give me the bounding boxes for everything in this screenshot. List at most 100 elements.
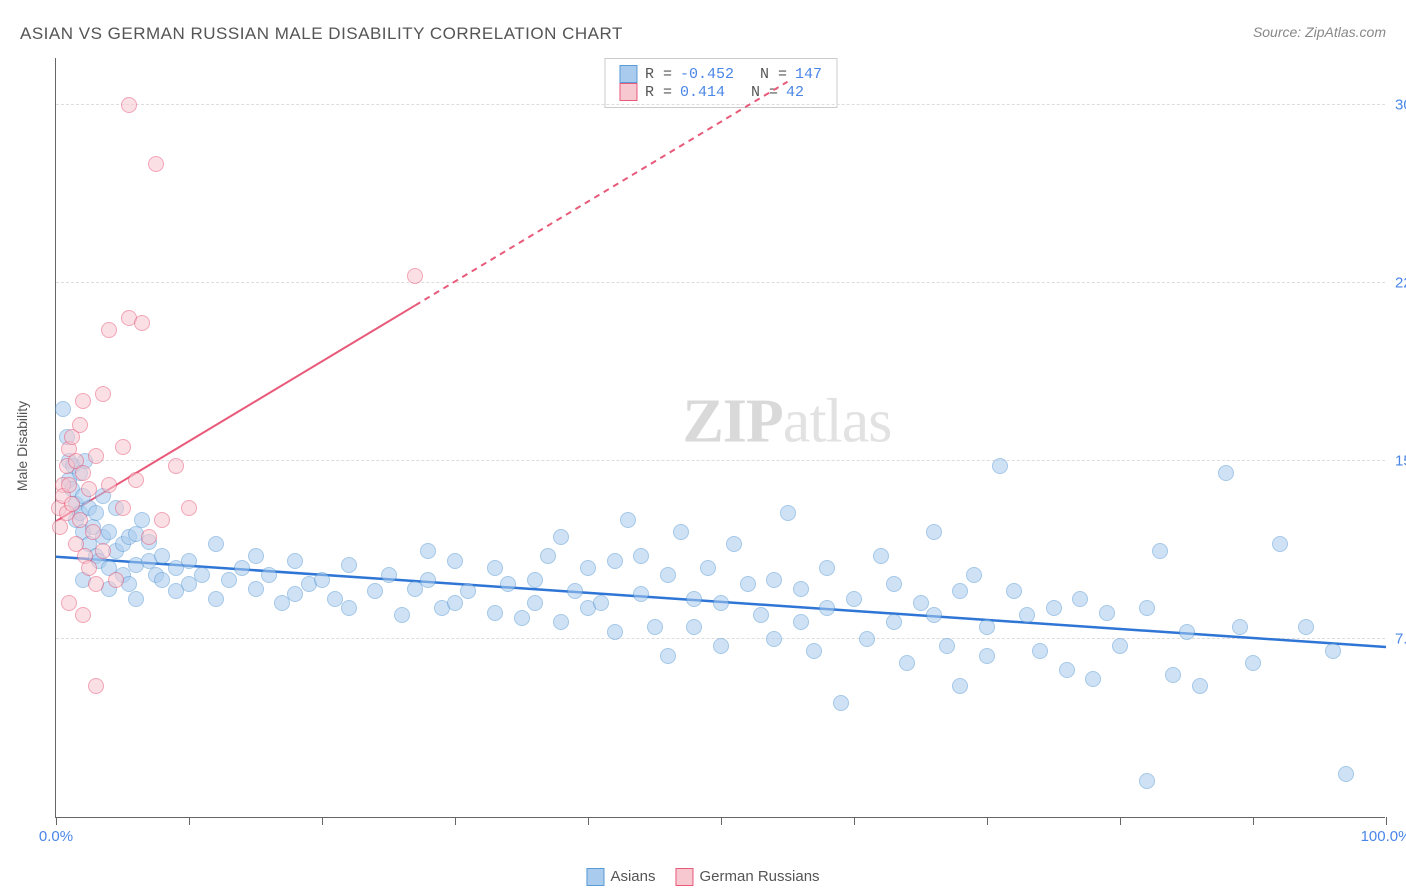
data-point <box>952 583 968 599</box>
data-point <box>108 572 124 588</box>
data-point <box>81 481 97 497</box>
data-point <box>1139 773 1155 789</box>
data-point <box>1099 605 1115 621</box>
stats-row: R = 0.414 N = 42 <box>619 83 822 101</box>
data-point <box>553 529 569 545</box>
data-point <box>620 512 636 528</box>
x-tick <box>189 817 190 825</box>
data-point <box>381 567 397 583</box>
data-point <box>567 583 583 599</box>
data-point <box>926 524 942 540</box>
data-point <box>886 614 902 630</box>
data-point <box>55 401 71 417</box>
data-point <box>154 572 170 588</box>
data-point <box>899 655 915 671</box>
data-point <box>115 500 131 516</box>
y-tick-label: 22.5% <box>1395 274 1406 291</box>
data-point <box>234 560 250 576</box>
data-point <box>208 536 224 552</box>
x-tick <box>721 817 722 825</box>
data-point <box>514 610 530 626</box>
bottom-legend: Asians German Russians <box>586 868 819 886</box>
data-point <box>633 548 649 564</box>
data-point <box>194 567 210 583</box>
data-point <box>713 595 729 611</box>
data-point <box>460 583 476 599</box>
stats-r-value: -0.452 <box>680 66 734 83</box>
data-point <box>806 643 822 659</box>
data-point <box>61 477 77 493</box>
data-point <box>341 557 357 573</box>
data-point <box>314 572 330 588</box>
stats-row: R = -0.452 N = 147 <box>619 65 822 83</box>
x-tick <box>588 817 589 825</box>
legend-item: Asians <box>586 868 655 886</box>
data-point <box>447 595 463 611</box>
data-point <box>128 472 144 488</box>
data-point <box>673 524 689 540</box>
y-axis-label: Male Disability <box>14 401 30 491</box>
data-point <box>713 638 729 654</box>
data-point <box>1006 583 1022 599</box>
data-point <box>487 560 503 576</box>
data-point <box>341 600 357 616</box>
data-point <box>420 543 436 559</box>
data-point <box>780 505 796 521</box>
data-point <box>819 600 835 616</box>
data-point <box>686 591 702 607</box>
data-point <box>154 512 170 528</box>
data-point <box>134 315 150 331</box>
x-tick <box>1253 817 1254 825</box>
data-point <box>248 581 264 597</box>
legend-label: Asians <box>610 868 655 885</box>
data-point <box>141 529 157 545</box>
data-point <box>168 458 184 474</box>
data-point <box>793 614 809 630</box>
data-point <box>1192 678 1208 694</box>
data-point <box>248 548 264 564</box>
watermark-bold: ZIP <box>682 388 782 456</box>
data-point <box>913 595 929 611</box>
data-point <box>95 386 111 402</box>
data-point <box>148 156 164 172</box>
data-point <box>647 619 663 635</box>
data-point <box>1165 667 1181 683</box>
data-point <box>527 595 543 611</box>
data-point <box>134 512 150 528</box>
stats-n-label: N = <box>733 84 778 101</box>
watermark: ZIPatlas <box>682 387 891 458</box>
x-tick <box>1386 817 1387 825</box>
y-tick-label: 7.5% <box>1395 630 1406 647</box>
data-point <box>833 695 849 711</box>
data-point <box>1232 619 1248 635</box>
data-point <box>1072 591 1088 607</box>
data-point <box>88 448 104 464</box>
data-point <box>846 591 862 607</box>
data-point <box>1272 536 1288 552</box>
legend-swatch <box>619 65 637 83</box>
data-point <box>75 465 91 481</box>
data-point <box>979 619 995 635</box>
data-point <box>52 519 68 535</box>
chart-title: ASIAN VS GERMAN RUSSIAN MALE DISABILITY … <box>20 24 623 44</box>
data-point <box>740 576 756 592</box>
x-tick <box>1120 817 1121 825</box>
data-point <box>64 496 80 512</box>
legend-item: German Russians <box>675 868 819 886</box>
data-point <box>394 607 410 623</box>
data-point <box>527 572 543 588</box>
data-point <box>580 560 596 576</box>
data-point <box>540 548 556 564</box>
legend-swatch <box>586 868 604 886</box>
data-point <box>181 553 197 569</box>
data-point <box>859 631 875 647</box>
data-point <box>85 524 101 540</box>
data-point <box>61 595 77 611</box>
x-tick <box>322 817 323 825</box>
data-point <box>873 548 889 564</box>
data-point <box>72 512 88 528</box>
gridline <box>56 282 1385 283</box>
data-point <box>287 553 303 569</box>
data-point <box>766 631 782 647</box>
data-point <box>1139 600 1155 616</box>
